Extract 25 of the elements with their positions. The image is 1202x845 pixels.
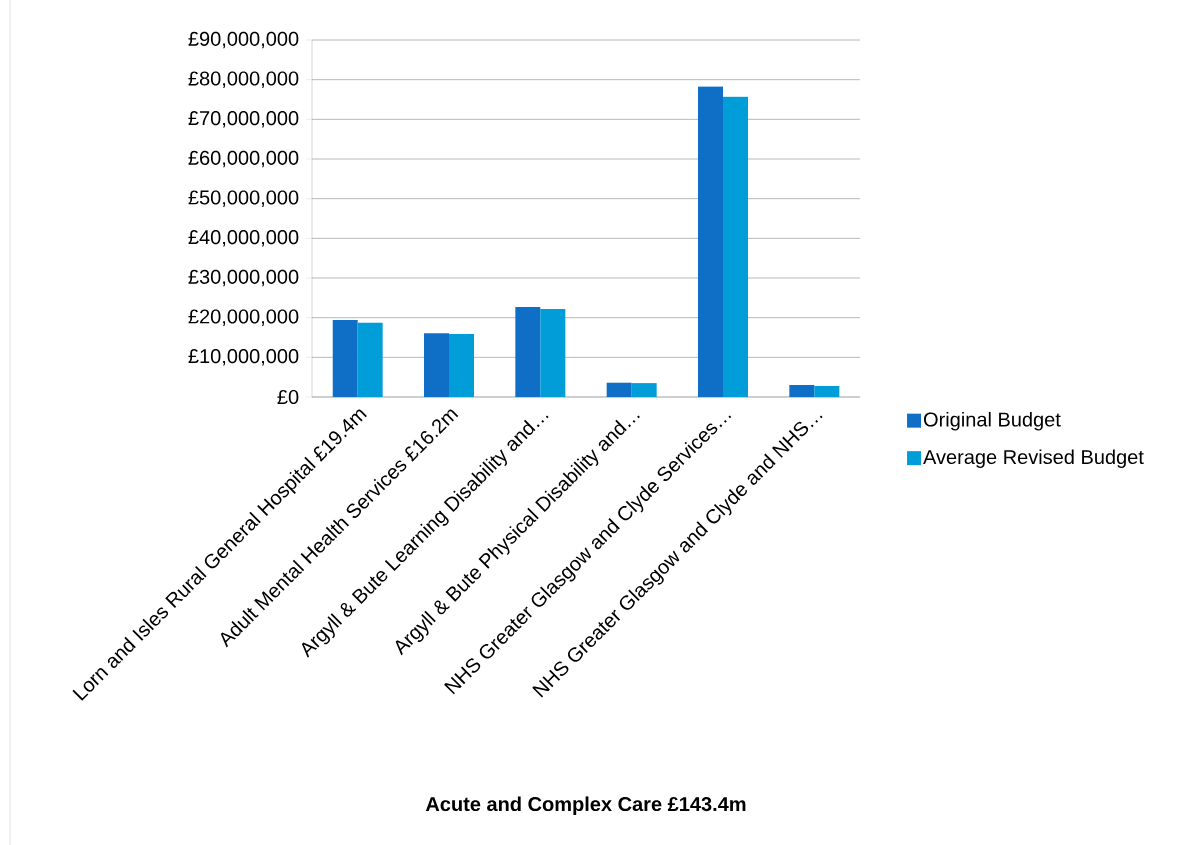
bar — [789, 385, 815, 397]
x-axis-title: Acute and Complex Care £143.4m — [425, 796, 746, 816]
bar — [424, 333, 449, 397]
y-tick-label: £10,000,000 — [188, 349, 299, 366]
legend-label: Original Budget — [923, 411, 1061, 431]
bar — [698, 86, 723, 397]
y-tick-label: £30,000,000 — [188, 269, 299, 287]
y-tick-label: £70,000,000 — [188, 111, 299, 128]
y-tick-label: £50,000,000 — [188, 190, 299, 207]
legend-label: Average Revised Budget — [923, 449, 1144, 469]
bar — [332, 320, 358, 397]
bar — [449, 333, 474, 397]
y-tick-label: £80,000,000 — [188, 71, 299, 88]
y-tick-label: £20,000,000 — [188, 309, 299, 326]
bar — [606, 382, 632, 397]
bar — [723, 96, 748, 397]
bar — [540, 308, 566, 397]
bar — [631, 383, 657, 397]
y-tick-label: £60,000,000 — [188, 150, 299, 168]
y-tick-label: £40,000,000 — [188, 230, 299, 247]
bar — [515, 306, 541, 397]
y-tick-label: £0 — [277, 389, 299, 405]
bar — [357, 322, 383, 397]
bar — [814, 385, 840, 397]
y-tick-label: £90,000,000 — [188, 31, 299, 49]
